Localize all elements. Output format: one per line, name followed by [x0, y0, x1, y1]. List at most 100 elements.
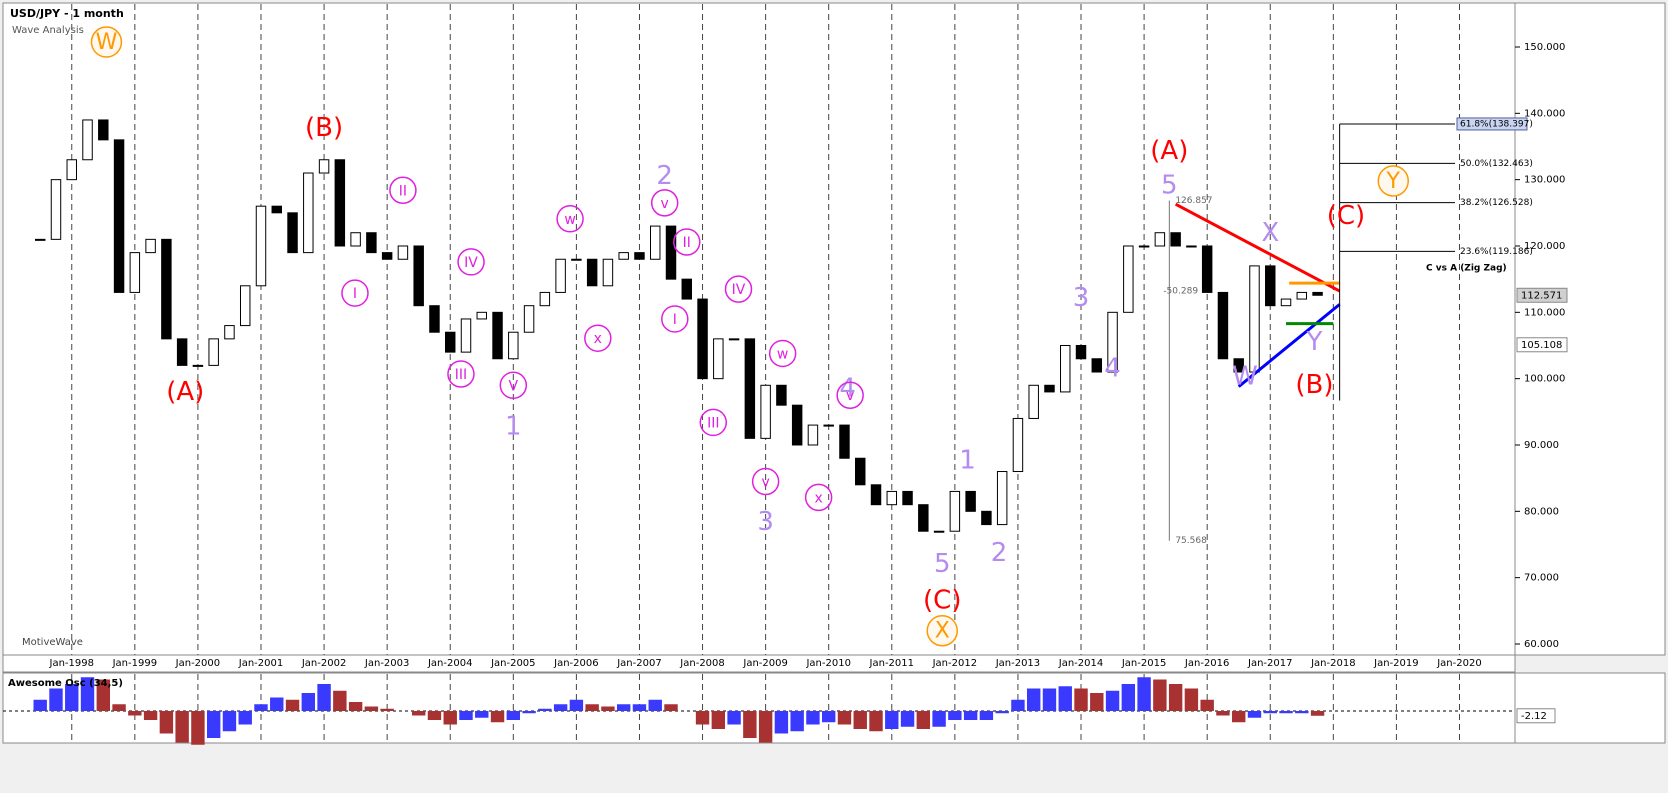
candle: [776, 384, 787, 406]
osc-bar: [790, 711, 804, 732]
wave-label: III: [707, 415, 719, 431]
osc-bar: [301, 693, 316, 711]
osc-bar: [900, 711, 915, 727]
candle: [1233, 358, 1244, 373]
osc-bar: [1310, 711, 1325, 716]
candle: [334, 159, 346, 247]
candle: [744, 338, 756, 439]
osc-bar: [96, 679, 110, 711]
osc-bar: [490, 711, 505, 723]
candle: [728, 338, 740, 341]
osc-bar: [254, 704, 268, 711]
wave-label: v: [761, 474, 769, 490]
time-axis-panel: [2, 654, 1516, 673]
wave-label: II: [399, 183, 407, 199]
osc-bar: [1216, 711, 1230, 716]
wave-circle: [804, 483, 833, 512]
wave-circle: [926, 614, 958, 647]
candle: [949, 490, 961, 532]
candle: [902, 490, 913, 506]
x-tick-label: Jan-2016: [1184, 658, 1229, 669]
osc-bar: [222, 711, 237, 732]
wave-circle: [768, 339, 797, 368]
chart-title: USD/JPY - 1 month: [10, 7, 124, 20]
wave-label: IV: [732, 282, 746, 298]
candle: [1060, 344, 1071, 393]
wave-label: 4: [1104, 354, 1121, 384]
candle: [98, 119, 109, 141]
osc-bar: [33, 699, 47, 711]
candle: [886, 490, 898, 506]
osc-bar: [1184, 688, 1199, 711]
osc-bar: [1263, 711, 1277, 714]
candle: [1138, 245, 1150, 248]
y-tick-label: 150.000: [1524, 42, 1565, 53]
candle: [1123, 245, 1134, 313]
osc-bar: [806, 711, 820, 725]
wave-label: (B): [1295, 370, 1333, 400]
osc-bar: [1168, 684, 1183, 711]
candle: [681, 278, 693, 300]
x-tick-label: Jan-1999: [112, 658, 157, 669]
candle: [760, 384, 771, 439]
x-tick-label: Jan-2010: [805, 658, 850, 669]
wave-label: w: [564, 212, 575, 228]
osc-bar: [569, 699, 584, 711]
osc-bar: [49, 688, 63, 711]
wave-label: I: [673, 312, 677, 328]
osc-bar: [664, 704, 678, 711]
candle: [823, 424, 834, 427]
x-tick-label: Jan-2006: [553, 658, 598, 669]
candle: [1312, 291, 1323, 296]
candle: [1044, 384, 1055, 393]
osc-bar: [1090, 693, 1104, 711]
candle: [697, 298, 708, 380]
candle: [129, 252, 141, 293]
osc-bar: [65, 684, 79, 711]
candle: [50, 179, 62, 240]
candle: [176, 338, 188, 366]
osc-bar: [1200, 699, 1214, 711]
candle: [113, 139, 125, 293]
wave-label: (C): [1327, 201, 1365, 231]
wave-circle: [836, 381, 864, 409]
osc-bar: [774, 711, 789, 734]
candle: [145, 238, 156, 254]
osc-bar: [333, 690, 347, 711]
candle: [350, 232, 361, 247]
osc-bar: [1074, 688, 1088, 711]
wave-circle: [584, 324, 612, 352]
wave-label: 5: [1161, 170, 1178, 200]
candle: [665, 225, 677, 280]
wave-circle: [90, 26, 123, 58]
osc-bar: [1247, 711, 1262, 718]
measure-change: -50.289: [1163, 287, 1198, 297]
osc-bar: [632, 704, 647, 711]
osc-bar: [585, 704, 599, 711]
x-tick-label: Jan-2008: [679, 658, 724, 669]
osc-bar: [1137, 677, 1151, 711]
wave-label: 3: [757, 507, 774, 537]
wave-label: 1: [959, 446, 976, 476]
osc-bar: [411, 711, 426, 716]
wave-label: III: [455, 367, 467, 383]
candle: [791, 404, 803, 446]
candle: [460, 318, 472, 353]
osc-bar: [522, 711, 536, 714]
x-tick-label: Jan-2013: [995, 658, 1040, 669]
wave-circle: [661, 305, 689, 333]
candle: [713, 338, 724, 380]
wave-label: x: [594, 331, 602, 347]
osc-bar: [711, 711, 726, 729]
trendline: [1237, 303, 1341, 388]
osc-bar: [1121, 684, 1136, 711]
wave-label: (A): [1150, 136, 1188, 166]
wave-circle: [751, 467, 780, 496]
wave-label: w: [777, 346, 788, 362]
x-tick-label: Jan-2001: [238, 658, 283, 669]
measure-bottom: 75.568: [1175, 536, 1207, 546]
fib-label: 61.8%(138.397): [1460, 119, 1533, 129]
candle: [381, 252, 393, 260]
price-marker: 105.108: [1521, 340, 1562, 351]
